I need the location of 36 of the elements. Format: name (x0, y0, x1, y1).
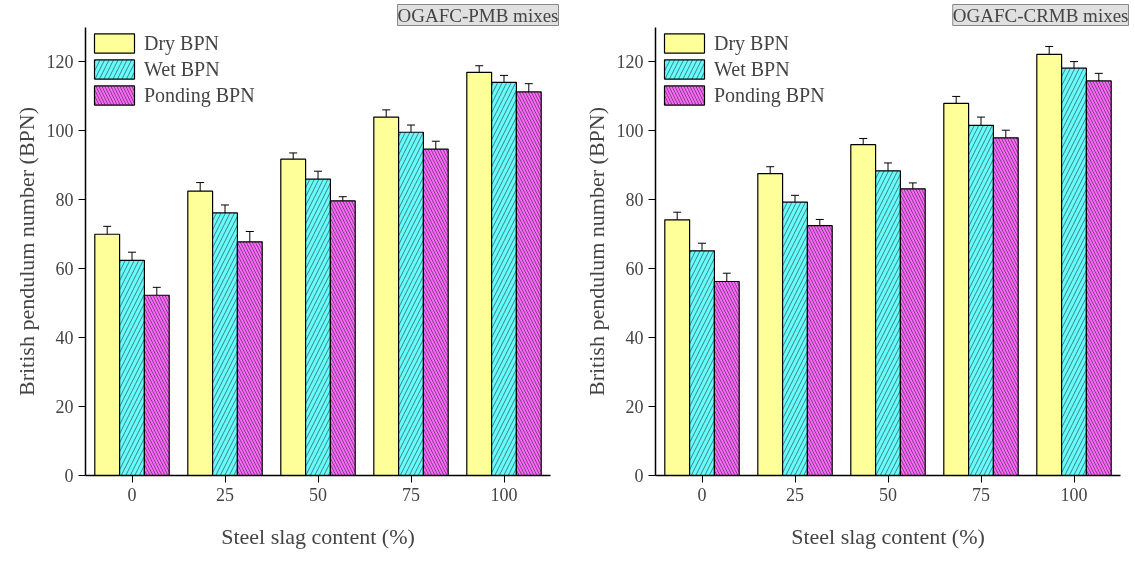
legend-label: Ponding BPN (144, 83, 255, 107)
y-tick-label: 120 (616, 52, 644, 73)
legend-label: Wet BPN (144, 57, 220, 81)
text: OGAFC-PMB mixes (397, 4, 559, 26)
x-tick-label: 25 (216, 484, 234, 505)
y-tick-label: 60 (55, 259, 74, 280)
y-tick-label: 20 (625, 397, 644, 418)
y-axis-title: British pendulum number (BPN) (583, 106, 609, 397)
y-tick-label: 80 (55, 190, 74, 211)
x-tick-label: 0 (127, 484, 137, 505)
y-tick-label: 0 (634, 466, 644, 486)
x-tick-label: 100 (490, 484, 518, 505)
y-tick-label: 100 (46, 121, 74, 142)
y-axis-title: British pendulum number (BPN) (13, 106, 39, 397)
x-tick-label: 0 (697, 484, 707, 505)
x-axis-title: Steel slag content (%) (221, 523, 415, 549)
legend-label: Ponding BPN (714, 83, 825, 107)
y-tick-label: 80 (625, 190, 644, 211)
legend-label: Dry BPN (714, 31, 790, 55)
x-tick-label: 25 (786, 484, 804, 505)
y-tick-label: 100 (616, 121, 644, 142)
y-tick-label: 40 (625, 328, 644, 349)
y-tick-label: 40 (55, 328, 74, 349)
x-tick-label: 100 (1060, 484, 1088, 505)
legend-label: Dry BPN (144, 31, 220, 55)
y-tick-label: 120 (46, 52, 74, 73)
x-axis-title: Steel slag content (%) (791, 523, 985, 549)
x-tick-label: 50 (309, 484, 327, 505)
y-tick-label: 0 (64, 466, 74, 486)
x-tick-label: 50 (879, 484, 897, 505)
y-tick-label: 20 (55, 397, 74, 418)
y-tick-label: 60 (625, 259, 644, 280)
x-tick-label: 75 (972, 484, 990, 505)
x-tick-label: 75 (402, 484, 420, 505)
legend-label: Wet BPN (714, 57, 790, 81)
text: OGAFC-CRMB mixes (952, 4, 1129, 26)
